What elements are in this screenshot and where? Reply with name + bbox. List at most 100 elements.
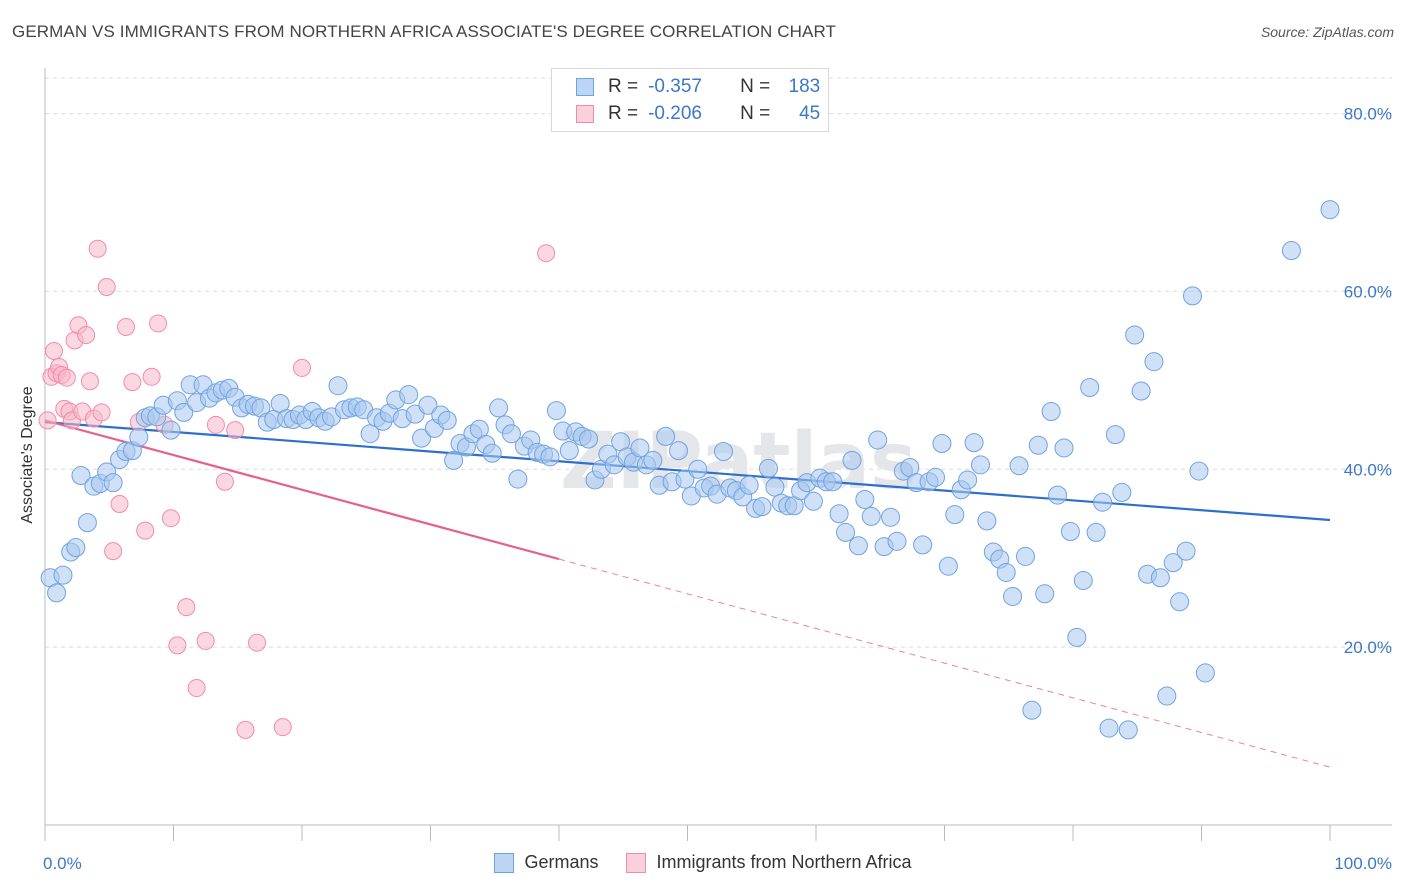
data-point-immigrants <box>97 277 116 296</box>
data-point-germans <box>829 504 849 524</box>
data-point-germans <box>758 458 778 478</box>
data-point-germans <box>444 450 464 470</box>
data-point-germans <box>675 469 695 489</box>
data-point-germans <box>887 531 907 551</box>
data-point-immigrants <box>38 411 57 430</box>
data-point-germans <box>1067 627 1087 647</box>
data-point-germans <box>437 410 457 430</box>
data-point-germans <box>328 376 348 396</box>
data-point-germans <box>656 426 676 446</box>
data-point-germans <box>842 450 862 470</box>
data-point-immigrants <box>177 598 196 617</box>
data-point-immigrants <box>110 494 129 513</box>
data-point-immigrants <box>116 318 135 336</box>
data-point-germans <box>926 467 946 487</box>
data-point-germans <box>540 447 560 467</box>
data-point-immigrants <box>57 368 76 387</box>
data-point-germans <box>1195 663 1215 683</box>
data-point-germans <box>1003 586 1023 606</box>
data-point-immigrants <box>187 679 206 698</box>
y-tick-label: 20.0% <box>1344 638 1392 657</box>
y-tick-label: 60.0% <box>1344 282 1392 301</box>
data-point-germans <box>1009 456 1029 476</box>
data-point-germans <box>161 420 181 440</box>
data-point-germans <box>47 583 67 603</box>
data-point-germans <box>1041 401 1061 421</box>
data-point-germans <box>1054 438 1074 458</box>
data-point-germans <box>945 505 965 525</box>
data-point-immigrants <box>537 244 556 263</box>
data-point-germans <box>630 438 650 458</box>
data-point-germans <box>1170 592 1190 612</box>
data-point-germans <box>996 562 1016 582</box>
data-point-immigrants <box>236 720 255 739</box>
data-point-germans <box>881 507 901 527</box>
data-point-germans <box>977 511 997 531</box>
legend-swatch-germans <box>576 78 594 96</box>
gridlines <box>45 77 1392 648</box>
data-point-germans <box>970 455 990 475</box>
axes <box>44 68 1392 841</box>
legend-r-label: R = <box>608 76 639 97</box>
data-point-immigrants <box>88 239 107 258</box>
data-point-germans <box>848 536 868 556</box>
stats-legend: R = -0.357 N = 183 R = -0.206 N = 45 <box>551 68 829 132</box>
data-point-germans <box>1099 718 1119 738</box>
data-point-germans <box>1176 541 1196 561</box>
data-point-germans <box>1028 435 1048 455</box>
data-point-germans <box>71 466 91 486</box>
data-point-germans <box>1060 522 1080 542</box>
data-point-germans <box>418 395 438 415</box>
legend-r-value: -0.206 <box>648 103 702 124</box>
data-point-germans <box>546 401 566 421</box>
data-point-immigrants <box>293 358 311 377</box>
data-point-germans <box>129 427 149 447</box>
x-tick-label-max: 100.0% <box>1334 854 1392 873</box>
data-point-germans <box>1118 720 1138 740</box>
data-point-immigrants <box>149 314 168 333</box>
data-point-germans <box>932 433 952 453</box>
data-point-immigrants <box>206 415 225 434</box>
data-point-germans <box>713 442 733 461</box>
legend-r-value: -0.357 <box>648 76 702 97</box>
data-point-germans <box>739 475 759 495</box>
data-point-germans <box>399 385 419 405</box>
data-point-germans <box>1015 546 1035 566</box>
data-point-germans <box>1112 482 1132 502</box>
data-point-germans <box>1093 492 1113 512</box>
data-point-germans <box>1281 241 1301 261</box>
data-point-germans <box>360 424 380 444</box>
data-point-immigrants <box>168 636 187 655</box>
data-point-germans <box>1022 700 1042 720</box>
data-point-germans <box>103 473 123 493</box>
legend-item-immigrants: Immigrants from Northern Africa <box>626 852 912 873</box>
series-germans <box>40 200 1340 740</box>
data-point-immigrants <box>196 631 215 650</box>
data-point-germans <box>823 472 843 492</box>
data-point-germans <box>643 450 663 470</box>
data-point-germans <box>938 556 958 576</box>
data-point-immigrants <box>104 542 123 561</box>
data-point-immigrants <box>161 509 180 528</box>
legend-row-germans: R = -0.357 N = 183 <box>576 75 820 99</box>
data-point-germans <box>77 513 97 533</box>
data-point-immigrants <box>215 472 234 491</box>
data-point-germans <box>836 522 856 542</box>
legend-label-immigrants: Immigrants from Northern Africa <box>656 852 912 872</box>
data-point-immigrants <box>248 633 267 652</box>
legend-swatch-germans <box>494 852 515 873</box>
data-point-germans <box>855 490 875 510</box>
data-point-germans <box>1073 570 1093 590</box>
data-point-germans <box>1183 286 1203 306</box>
data-point-germans <box>958 470 978 490</box>
data-point-germans <box>669 441 689 461</box>
data-point-germans <box>1048 485 1068 505</box>
data-point-germans <box>1320 200 1340 220</box>
series-legend: Germans Immigrants from Northern Africa <box>0 852 1406 873</box>
tick-labels: 20.0% 40.0% 60.0% 80.0% 0.0% 100.0% <box>43 105 1392 873</box>
data-point-germans <box>1157 686 1177 706</box>
data-point-immigrants <box>273 718 292 737</box>
data-point-germans <box>1105 425 1125 445</box>
data-point-germans <box>1080 377 1100 397</box>
